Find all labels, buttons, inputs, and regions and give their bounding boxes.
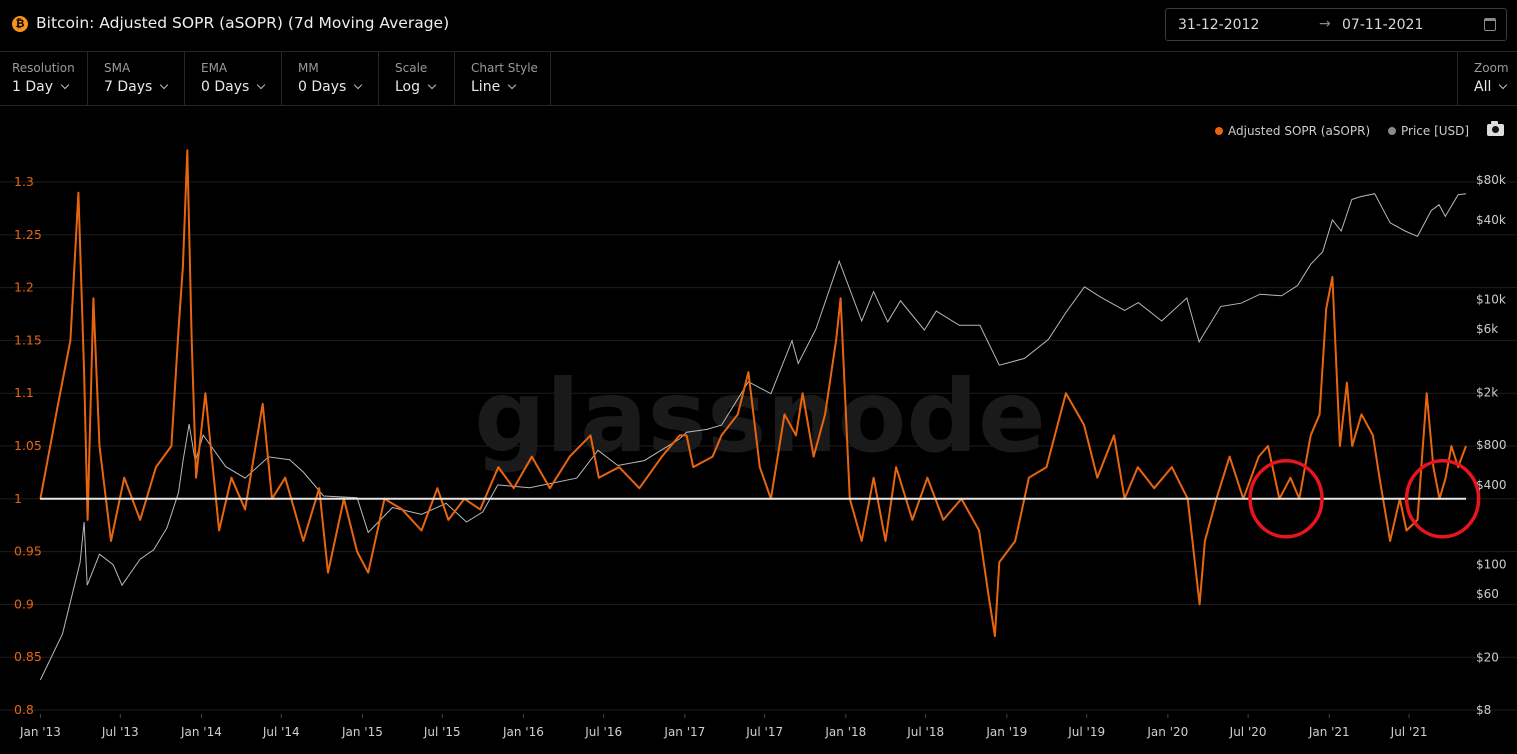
resolution-label: Resolution [12,61,75,75]
left-axis-tick-label: 0.9 [14,596,34,611]
x-axis-tick-label: Jan '21 [1308,725,1350,739]
x-axis-tick-label: Jul '21 [1390,725,1428,739]
scale-value[interactable]: Log [395,79,437,95]
sma-value[interactable]: 7 Days [104,79,169,95]
right-axis: $8 $20 $60 $100 $400 $800 $2k $6k $10k $40k $80k [1476,173,1507,717]
asopr-legend-label: Adjusted SOPR (aSOPR) [1228,124,1371,138]
left-axis-tick-label: 0.8 [14,702,34,717]
x-axis-tick-label: Jan '14 [180,725,222,739]
zoom-label: Zoom [1474,61,1509,75]
legend-item-asopr[interactable]: Adjusted SOPR (aSOPR) [1215,124,1370,138]
annotations [1248,459,1481,539]
chart-title: Bitcoin: Adjusted SOPR (aSOPR) (7d Movin… [36,14,450,32]
mm-label: MM [298,61,319,75]
right-axis-tick-label: $400 [1476,478,1507,492]
zoom-dropdown[interactable]: Zoom All [1457,52,1517,105]
chart-header: ₿ Bitcoin: Adjusted SOPR (aSOPR) (7d Mov… [0,0,1517,52]
price-legend-dot [1388,127,1396,135]
legend-item-price[interactable]: Price [USD] [1388,124,1469,138]
chart-style-label: Chart Style [471,61,538,75]
price-legend-label: Price [USD] [1401,124,1470,138]
right-axis-tick-label: $60 [1476,587,1499,601]
ema-value[interactable]: 0 Days [201,79,266,95]
x-axis-tick-label: Jan '16 [502,725,544,739]
scale-label: Scale [395,61,428,75]
date-to-input[interactable]: 07-11-2021 [1342,17,1424,33]
x-axis-tick-label: Jul '16 [584,725,622,739]
chevron-down-icon [427,80,437,90]
sma-label: SMA [104,61,131,75]
glassnode-watermark: glassnode [474,358,1046,475]
chevron-down-icon [507,80,517,90]
resolution-dropdown[interactable]: Resolution 1 Day [0,52,88,105]
x-axis: Jan '13 Jul '13 Jan '14 Jul '14 Jan '15 Jul '… [19,714,1428,739]
asopr-line [39,149,1467,638]
left-axis-tick-label: 1.15 [14,332,42,347]
asopr-series [39,149,1467,638]
right-axis-tick-label: $80k [1476,173,1506,187]
scale-dropdown[interactable]: Scale Log [383,52,455,105]
ema-label: EMA [201,61,228,75]
right-axis-tick-label: $100 [1476,558,1507,572]
price-line [39,193,1467,681]
arrow-right-icon: → [1319,16,1331,32]
x-axis-tick-label: Jul '13 [101,725,139,739]
x-axis-tick-label: Jul '19 [1067,725,1105,739]
x-axis-tick-label: Jul '20 [1229,725,1267,739]
bitcoin-icon: ₿ [12,16,28,32]
x-axis-tick-label: Jul '14 [262,725,300,739]
right-axis-tick-label: $40k [1476,213,1506,227]
left-axis-tick-label: 1 [14,491,22,506]
price-series [39,193,1467,681]
x-axis-tick-label: Jul '18 [906,725,944,739]
x-axis-tick-label: Jan '20 [1146,725,1188,739]
zoom-value[interactable]: All [1474,79,1508,95]
left-axis-tick-label: 1.05 [14,438,42,453]
right-axis-tick-label: $2k [1476,385,1498,399]
annotation-circle [1404,459,1481,539]
calendar-icon[interactable] [1484,18,1496,31]
chevron-down-icon [354,80,363,90]
right-axis-tick-label: $20 [1476,650,1499,664]
resolution-value[interactable]: 1 Day [12,79,70,95]
right-axis-tick-label: $8 [1476,703,1491,717]
asopr-legend-dot [1215,127,1223,135]
left-axis-tick-label: 1.3 [14,174,34,189]
x-axis-tick-label: Jan '17 [663,725,705,739]
mm-value[interactable]: 0 Days [298,79,363,95]
chart-style-value[interactable]: Line [471,79,517,95]
ema-dropdown[interactable]: EMA 0 Days [189,52,282,105]
x-axis-tick-label: Jan '19 [985,725,1027,739]
chevron-down-icon [257,80,266,90]
right-axis-tick-label: $10k [1476,293,1506,307]
chevron-down-icon [60,80,70,90]
x-axis-tick-label: Jan '13 [19,725,61,739]
camera-icon[interactable] [1487,121,1504,136]
chart-toolbar: Resolution 1 Day SMA 7 Days EMA 0 Days M… [0,52,1517,106]
left-axis-tick-label: 0.85 [14,649,42,664]
chevron-down-icon [160,80,169,90]
chevron-down-icon [1499,80,1508,90]
right-axis-tick-label: $800 [1476,438,1507,452]
left-axis-tick-label: 0.95 [14,544,42,559]
left-axis-tick-label: 1.2 [14,280,34,295]
asopr-chart: glassnode 0.8 0.85 0.9 0.95 1 1.05 1.1 1.15 1.2 1… [0,149,1517,739]
left-axis: 0.8 0.85 0.9 0.95 1 1.05 1.1 1.15 1.2 1.25 1.3 [14,174,42,717]
x-axis-tick-label: Jan '15 [341,725,383,739]
left-axis-tick-label: 1.1 [14,385,34,400]
x-axis-tick-label: Jul '17 [745,725,783,739]
date-range-picker[interactable]: 31-12-2012 → 07-11-2021 [1165,8,1507,41]
mm-dropdown[interactable]: MM 0 Days [286,52,379,105]
left-axis-tick-label: 1.25 [14,227,42,242]
date-from-input[interactable]: 31-12-2012 [1178,17,1260,33]
right-axis-tick-label: $6k [1476,322,1498,336]
chart-style-dropdown[interactable]: Chart Style Line [459,52,551,105]
annotation-circle [1248,459,1324,539]
x-axis-tick-label: Jul '15 [423,725,461,739]
x-axis-tick-label: Jan '18 [824,725,866,739]
sma-dropdown[interactable]: SMA 7 Days [92,52,185,105]
